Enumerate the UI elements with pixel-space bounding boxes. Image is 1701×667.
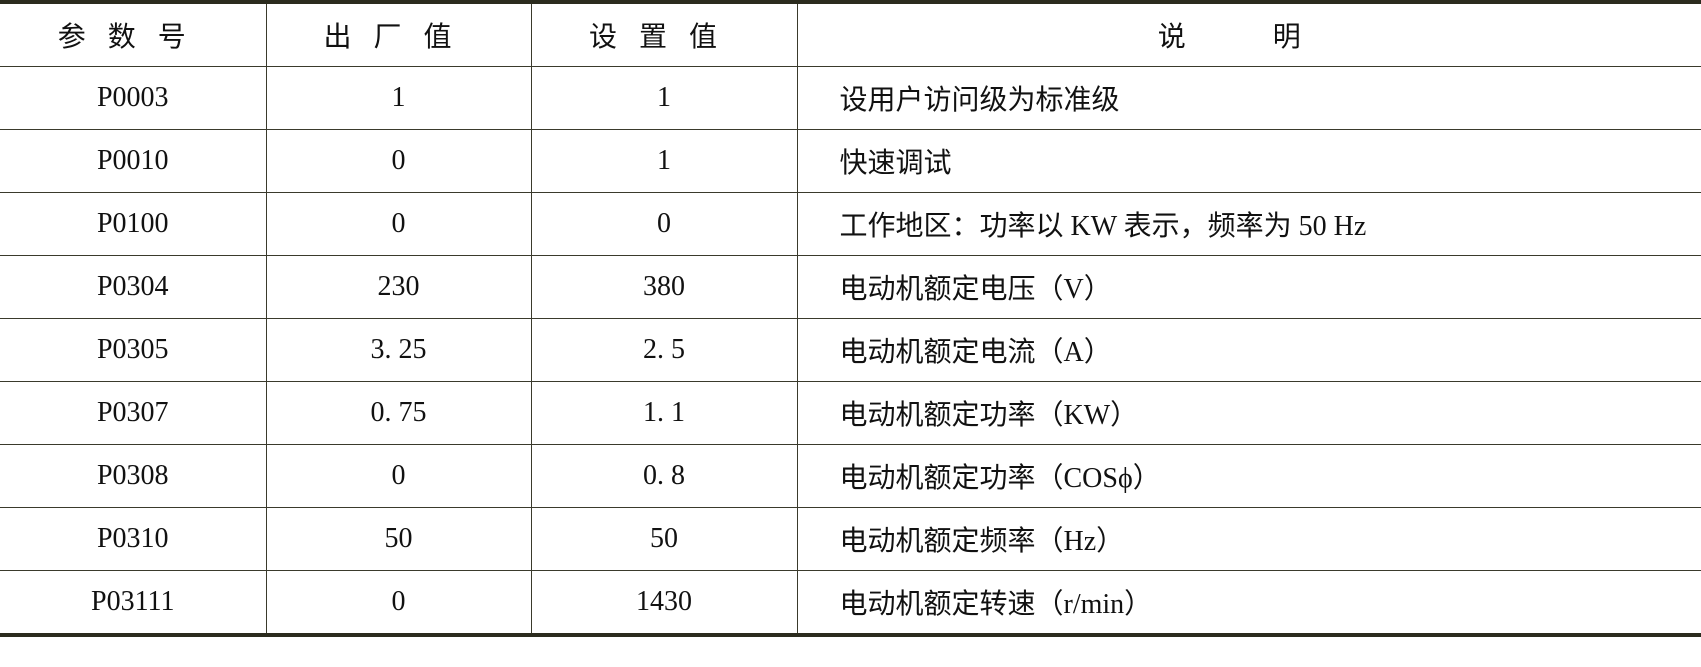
cell-param: P0010 — [0, 129, 266, 193]
cell-desc: 电动机额定频率（Hz） — [796, 507, 1701, 571]
cell-desc: 电动机额定功率（COSϕ） — [796, 444, 1701, 508]
header-param: 参数号 — [0, 1, 266, 67]
table-row: P0307 0. 75 1. 1 电动机额定功率（KW） — [0, 381, 1701, 445]
cell-factory: 230 — [265, 255, 531, 319]
table-row: P0010 0 1 快速调试 — [0, 129, 1701, 193]
cell-setting: 0. 8 — [530, 444, 797, 508]
table-row: P0003 1 1 设用户访问级为标准级 — [0, 66, 1701, 130]
table-row: P0308 0 0. 8 电动机额定功率（COSϕ） — [0, 444, 1701, 508]
cell-factory: 3. 25 — [265, 318, 531, 382]
cell-factory: 0 — [265, 192, 531, 256]
cell-factory: 0 — [265, 129, 531, 193]
header-factory: 出厂值 — [265, 1, 531, 67]
cell-setting: 1 — [530, 66, 797, 130]
cell-setting: 50 — [530, 507, 797, 571]
cell-param: P03111 — [0, 570, 266, 636]
cell-setting: 1430 — [530, 570, 797, 636]
cell-factory: 0 — [265, 570, 531, 636]
cell-setting: 1 — [530, 129, 797, 193]
cell-factory: 0. 75 — [265, 381, 531, 445]
cell-setting: 380 — [530, 255, 797, 319]
cell-setting: 2. 5 — [530, 318, 797, 382]
header-desc: 说 明 — [796, 1, 1701, 67]
cell-param: P0100 — [0, 192, 266, 256]
cell-param: P0310 — [0, 507, 266, 571]
cell-factory: 1 — [265, 66, 531, 130]
table-row: P03111 0 1430 电动机额定转速（r/min） — [0, 570, 1701, 636]
cell-param: P0307 — [0, 381, 266, 445]
header-row: 参数号 出厂值 设置值 说 明 — [0, 1, 1701, 67]
table-row: P0305 3. 25 2. 5 电动机额定电流（A） — [0, 318, 1701, 382]
header-setting: 设置值 — [530, 1, 797, 67]
cell-desc: 电动机额定电压（V） — [796, 255, 1701, 319]
cell-desc: 电动机额定电流（A） — [796, 318, 1701, 382]
cell-factory: 0 — [265, 444, 531, 508]
cell-desc: 工作地区：功率以 KW 表示，频率为 50 Hz — [796, 192, 1701, 256]
cell-param: P0304 — [0, 255, 266, 319]
table-row: P0310 50 50 电动机额定频率（Hz） — [0, 507, 1701, 571]
cell-desc: 电动机额定功率（KW） — [796, 381, 1701, 445]
cell-param: P0003 — [0, 66, 266, 130]
cell-param: P0308 — [0, 444, 266, 508]
cell-factory: 50 — [265, 507, 531, 571]
cell-desc: 快速调试 — [796, 129, 1701, 193]
cell-param: P0305 — [0, 318, 266, 382]
cell-desc: 电动机额定转速（r/min） — [796, 570, 1701, 636]
cell-setting: 0 — [530, 192, 797, 256]
cell-setting: 1. 1 — [530, 381, 797, 445]
parameter-table: 参数号 出厂值 设置值 说 明 P0003 1 1 设用户访问级为标准级 P0010 0 1… — [0, 0, 1701, 637]
table-row: P0100 0 0 工作地区：功率以 KW 表示，频率为 50 Hz — [0, 192, 1701, 256]
cell-desc: 设用户访问级为标准级 — [796, 66, 1701, 130]
table-row: P0304 230 380 电动机额定电压（V） — [0, 255, 1701, 319]
